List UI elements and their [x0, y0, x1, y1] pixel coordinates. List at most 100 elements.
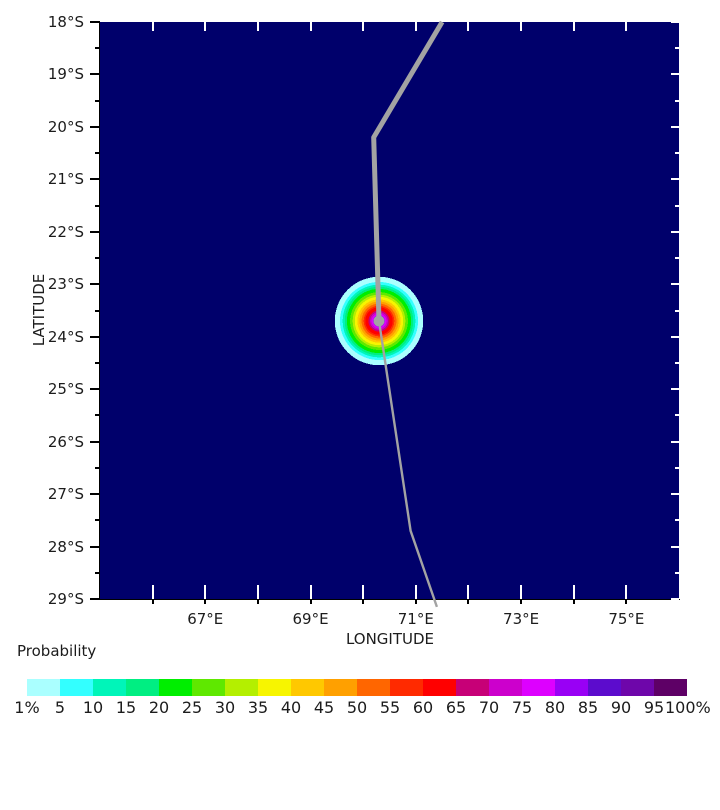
lat-minor-tick-left [95, 204, 100, 207]
colorbar-segment [357, 679, 390, 696]
colorbar-tick-label: 100% [665, 698, 711, 717]
colorbar-segment [225, 679, 258, 696]
colorbar-tick-label: 55 [379, 698, 401, 717]
colorbar-segment [60, 679, 93, 696]
lat-tick-label: 29°S [47, 590, 84, 608]
lat-minor-tick-right [675, 519, 679, 522]
lat-minor-tick-left [95, 152, 100, 155]
colorbar-tick-label: 25 [181, 698, 203, 717]
lat-major-tick-right [671, 598, 679, 600]
lon-tick-bottom-outer [625, 600, 628, 604]
lat-major-tick-left [90, 493, 100, 496]
lat-major-tick-left [90, 545, 100, 548]
colorbar-segment [654, 679, 687, 696]
lat-minor-tick-left [95, 309, 100, 312]
lon-tick-top [467, 22, 470, 31]
lat-major-tick-right [671, 388, 679, 391]
lon-tick-bottom-outer [414, 600, 417, 604]
colorbar-tick-label: 50 [346, 698, 368, 717]
lon-tick-bottom-outer [520, 600, 523, 604]
colorbar-tick-label: 35 [247, 698, 269, 717]
lat-tick-label: 19°S [47, 65, 84, 84]
lon-tick-bottom-outer [362, 600, 365, 604]
lon-tick-top [520, 22, 523, 31]
lat-major-tick-left [90, 230, 100, 233]
lon-tick-bottom-inner [204, 585, 207, 599]
colorbar-tick-label: 20 [148, 698, 170, 717]
lon-tick-bottom-outer [256, 600, 259, 604]
lat-tick-label: 18°S [47, 13, 84, 31]
colorbar-tick-label: 95 [643, 698, 665, 717]
lon-tick-bottom-inner [520, 585, 523, 599]
lat-tick-label: 22°S [47, 222, 84, 241]
lat-major-tick-left [90, 125, 100, 128]
lon-tick-bottom-outer [572, 600, 575, 604]
lat-major-tick-right [671, 545, 679, 548]
lat-tick-label: 24°S [47, 327, 84, 346]
lon-tick-bottom-outer [204, 600, 207, 604]
lat-minor-tick-left [95, 47, 100, 50]
lat-major-tick-right [671, 335, 679, 338]
lon-tick-top [204, 22, 207, 31]
lat-minor-tick-right [675, 99, 679, 102]
lon-tick-top [362, 22, 365, 31]
lat-minor-tick-right [675, 466, 679, 469]
colorbar-tick-label: 30 [214, 698, 236, 717]
lat-minor-tick-right [675, 571, 679, 574]
colorbar-segment [192, 679, 225, 696]
lat-minor-tick-right [675, 47, 679, 50]
lon-tick-bottom-outer [151, 600, 154, 604]
lat-minor-tick-right [675, 152, 679, 155]
colorbar-segment [258, 679, 291, 696]
lat-major-tick-left [90, 598, 100, 600]
lat-minor-tick-left [95, 466, 100, 469]
colorbar-tick-label: 15 [115, 698, 137, 717]
colorbar-segment [489, 679, 522, 696]
lon-tick-bottom-inner [414, 585, 417, 599]
colorbar-tick-label: 80 [544, 698, 566, 717]
lat-tick-label: 21°S [47, 170, 84, 189]
lat-minor-tick-right [675, 257, 679, 260]
lat-minor-tick-right [675, 204, 679, 207]
lat-minor-tick-right [675, 414, 679, 417]
lat-tick-label: 23°S [47, 275, 84, 294]
lat-tick-label: 20°S [47, 117, 84, 136]
lat-minor-tick-left [95, 257, 100, 260]
colorbar-tick-label: 75 [511, 698, 533, 717]
lat-tick-label: 26°S [47, 432, 84, 451]
lat-tick-label: 25°S [47, 380, 84, 399]
colorbar [27, 679, 687, 696]
lon-tick-label: 75°E [608, 610, 645, 628]
lon-tick-top [256, 22, 259, 31]
lat-major-tick-right [671, 21, 679, 23]
lat-minor-tick-left [95, 414, 100, 417]
lon-tick-bottom-inner [309, 585, 312, 599]
lat-major-tick-right [671, 178, 679, 181]
colorbar-tick-label: 60 [412, 698, 434, 717]
colorbar-segment [126, 679, 159, 696]
colorbar-tick-label: 1% [14, 698, 40, 717]
lon-tick-label: 73°E [503, 610, 540, 628]
lon-tick-bottom-inner [572, 585, 575, 599]
lat-minor-tick-right [675, 361, 679, 364]
colorbar-segment [588, 679, 621, 696]
lon-tick-bottom-inner [362, 585, 365, 599]
lat-minor-tick-left [95, 361, 100, 364]
probability-contours [334, 276, 424, 366]
colorbar-tick-label: 40 [280, 698, 302, 717]
lat-major-tick-right [671, 230, 679, 233]
lat-major-tick-right [671, 283, 679, 286]
lon-tick-bottom-inner [151, 585, 154, 599]
lon-tick-top [151, 22, 154, 31]
lon-tick-bottom-outer [309, 600, 312, 604]
lat-major-tick-left [90, 73, 100, 76]
lat-major-tick-left [90, 335, 100, 338]
lon-tick-bottom-outer [467, 600, 470, 604]
lon-tick-top [625, 22, 628, 31]
lon-tick-label: 71°E [397, 610, 434, 628]
legend: Past Track Current Position Forecast Tra… [0, 730, 720, 790]
colorbar-tick-label: 65 [445, 698, 467, 717]
lat-major-tick-right [671, 125, 679, 128]
lon-tick-bottom-inner [256, 585, 259, 599]
